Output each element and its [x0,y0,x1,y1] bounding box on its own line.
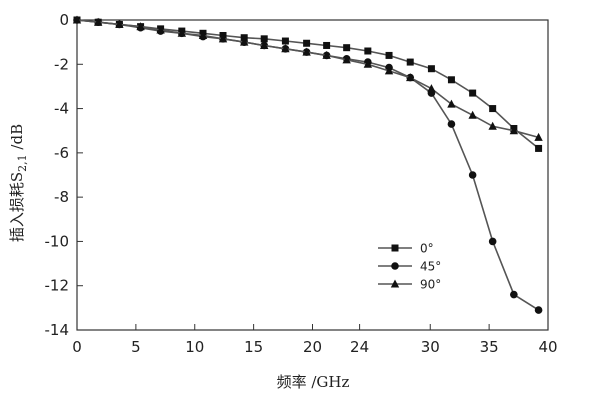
data-point [240,37,249,46]
data-point [447,99,456,108]
y-axis-title: 插入损耗S2,1 /dB [8,124,29,242]
data-point [534,306,543,314]
data-point [447,120,456,128]
data-point [468,171,477,179]
x-tick-label: 0 [72,338,82,356]
y-tick-label: -4 [54,100,69,118]
data-point [427,84,436,93]
legend: 0° 45° 90° [378,242,441,292]
data-point [384,66,394,75]
x-tick-label: 35 [480,338,499,356]
legend-marker [390,279,400,288]
y-axis-title-main: 插入损耗S [8,172,26,242]
data-point [534,132,543,141]
series-square [73,16,543,152]
data-point [488,121,497,130]
series-line [76,19,540,311]
series-triangle [72,15,543,141]
y-tick-label: -6 [54,144,69,162]
tick-labels: 0 5 10 15 20 24 30 35 40 0 -2 -4 -6 -8 -10 -12 -14 [45,11,558,356]
x-tick-label: 40 [538,338,557,356]
data-point [488,237,497,246]
y-tick-label: -10 [45,232,70,250]
series-circle [73,16,543,314]
x-tick-label: 5 [131,338,141,356]
data-point [447,76,455,84]
data-point [323,41,331,49]
data-point [303,39,311,47]
y-tick-label: -12 [45,277,70,295]
data-point [302,47,311,56]
plot-frame [76,19,549,331]
data-point [406,73,415,82]
legend-label: 45° [420,260,441,274]
data-point [364,47,372,55]
data-point [509,126,519,135]
data-point [198,31,208,39]
data-point [260,35,268,43]
legend-label: 90° [420,278,441,292]
legend-marker [391,244,399,252]
series-line [76,19,539,139]
data-point [535,144,543,152]
data-point [406,58,414,66]
axes [76,19,549,331]
data-point [281,44,290,53]
data-point [342,55,351,64]
data-point [510,290,518,299]
data-point [93,17,103,26]
data-point [136,22,145,31]
legend-marker [391,262,399,270]
data-point [115,19,124,28]
data-point [343,44,351,52]
data-point [363,59,373,68]
data-point [427,65,435,73]
series-group [72,15,543,314]
x-tick-label: 15 [244,338,263,356]
legend-label: 0° [420,242,434,256]
y-tick-label: -14 [45,321,70,339]
data-point [218,34,228,43]
x-tick-label: 10 [185,338,204,356]
series-line [76,19,540,150]
data-point [489,105,497,113]
data-point [468,110,477,119]
y-tick-label: -8 [54,188,69,206]
x-axis-title: 频率 /GHz [277,373,350,391]
y-tick-label: 0 [59,11,69,29]
y-tick-label: -2 [54,55,69,73]
x-tick-label: 24 [350,338,369,356]
data-point [281,37,289,45]
y-axis-title-sub: 2,1 [16,154,29,172]
x-tick-label: 20 [303,338,322,356]
data-point [260,40,269,49]
data-point [469,89,477,97]
x-tick-label: 30 [421,338,440,356]
y-axis-title-unit: /dB [8,124,26,154]
data-point [72,15,82,24]
data-point [156,25,165,34]
data-point [177,28,186,37]
data-point [322,50,331,59]
data-point [385,51,393,59]
